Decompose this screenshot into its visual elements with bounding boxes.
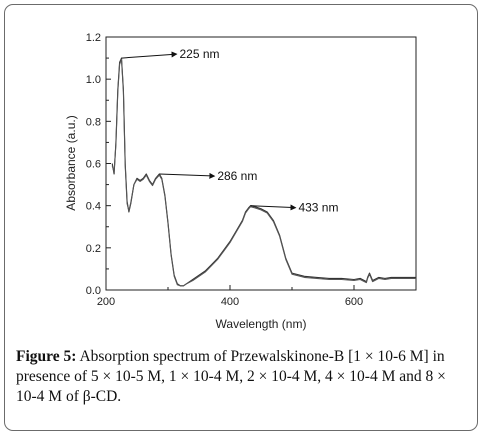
y-tick-label: 1.0 [86,74,101,86]
figure-frame [4,4,478,431]
y-tick-label: 0.8 [86,116,101,128]
y-tick-label: 1.2 [86,32,101,44]
peak-arrow [159,172,216,179]
y-axis-label: Absorbance (a.u.) [64,115,78,210]
peak-arrow [121,51,178,59]
peak-label: 286 nm [217,169,257,183]
caption-text: Absorption spectrum of Przewalskinone-B … [16,348,446,405]
spectrum-line-1 [111,57,416,287]
x-tick-label: 600 [345,296,363,308]
peak-label: 225 nm [180,47,220,61]
spectrum-line-2 [111,58,416,287]
y-tick-label: 0.0 [86,285,101,297]
y-tick-label: 0.6 [86,159,101,171]
plot-frame [105,36,417,291]
y-tick-label: 0.4 [86,201,101,213]
y-tick-label: 0.2 [86,243,101,255]
x-tick-label: 400 [221,296,239,308]
x-tick-label: 200 [97,296,115,308]
absorption-chart: 200 400 600 0.0 0.2 0.4 0.6 0.8 1.0 1.2 225 nm 286… [64,32,417,331]
caption-label: Figure 5: [16,348,77,365]
x-axis-label: Wavelength (nm) [216,317,307,331]
peak-label: 433 nm [298,201,338,215]
peak-arrow [250,204,297,211]
figure-caption: Figure 5: Absorption spectrum of Przewal… [16,347,468,407]
